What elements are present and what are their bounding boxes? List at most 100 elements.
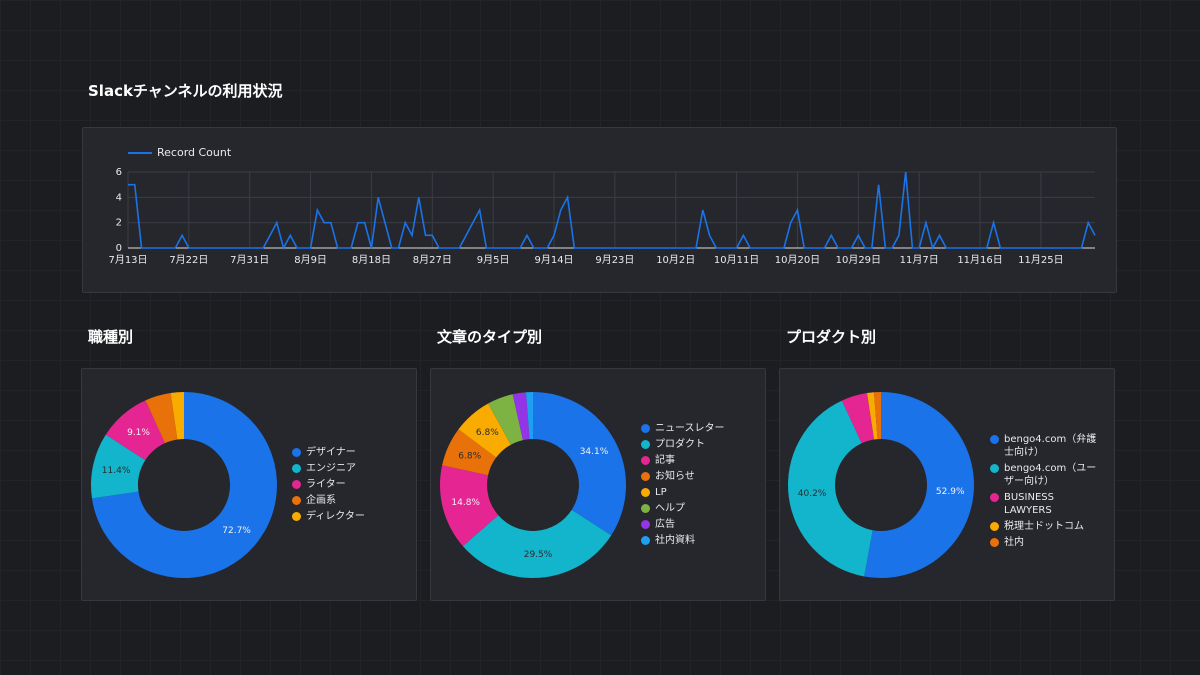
legend: デザイナーエンジニアライター企画系ディレクター bbox=[292, 446, 402, 526]
donut-slice bbox=[105, 400, 165, 461]
legend-label: ニュースレター bbox=[655, 423, 725, 434]
x-tick-label: 8月18日 bbox=[352, 254, 391, 266]
donut-slice bbox=[440, 465, 499, 547]
legend-label: 広告 bbox=[655, 519, 675, 530]
legend-item: エンジニア bbox=[292, 462, 402, 475]
data-label: 6.8% bbox=[458, 452, 481, 462]
legend-item: プロダクト bbox=[641, 438, 751, 451]
legend-item: 企画系 bbox=[292, 494, 402, 507]
donut-slice bbox=[442, 429, 497, 476]
legend-swatch bbox=[641, 520, 650, 529]
data-label: 14.8% bbox=[451, 498, 480, 508]
legend-item: お知らせ bbox=[641, 470, 751, 483]
legend-label: 社内資料 bbox=[655, 535, 695, 546]
legend-item: 社内 bbox=[990, 536, 1098, 549]
legend-item: ヘルプ bbox=[641, 502, 751, 515]
legend: ニュースレタープロダクト記事お知らせ LP ヘルプ広告社内資料 bbox=[641, 422, 751, 550]
chart-title: プロダクト別 bbox=[786, 328, 877, 346]
data-label: 34.1% bbox=[580, 447, 609, 457]
legend-swatch bbox=[641, 424, 650, 433]
data-label: 9.1% bbox=[127, 428, 150, 438]
legend-label: エンジニア bbox=[306, 463, 356, 474]
donut-slice bbox=[91, 392, 277, 578]
legend-label: 企画系 bbox=[306, 495, 336, 506]
data-label: 52.9% bbox=[936, 487, 965, 497]
legend-item: BUSINESS LAWYERS bbox=[990, 491, 1098, 517]
legend-label: Record Count bbox=[157, 146, 232, 159]
y-tick-label: 0 bbox=[116, 243, 122, 254]
chart-title: 職種別 bbox=[88, 328, 134, 346]
line-panel bbox=[82, 127, 1117, 293]
legend-swatch bbox=[641, 488, 650, 497]
donut-slice bbox=[525, 392, 533, 440]
y-tick-label: 4 bbox=[116, 192, 122, 203]
legend-label: 税理士ドットコム bbox=[1004, 521, 1084, 532]
data-label: 29.5% bbox=[524, 550, 553, 560]
data-label: 6.8% bbox=[476, 428, 499, 438]
donut-slice bbox=[462, 509, 612, 579]
x-tick-label: 11月7日 bbox=[900, 254, 939, 266]
x-tick-label: 10月2日 bbox=[656, 254, 695, 266]
data-label: 72.7% bbox=[222, 526, 251, 536]
legend-swatch bbox=[641, 456, 650, 465]
x-tick-label: 9月14日 bbox=[534, 254, 573, 266]
donut-slice bbox=[787, 400, 873, 577]
legend-label: bengo4.com（ユーザー向け） bbox=[1004, 463, 1097, 487]
donut-slice bbox=[170, 392, 184, 440]
x-tick-label: 8月9日 bbox=[294, 254, 327, 266]
legend-item: bengo4.com（ユーザー向け） bbox=[990, 462, 1098, 488]
data-label: 11.4% bbox=[102, 466, 131, 476]
legend-label: LP bbox=[655, 487, 667, 498]
legend-swatch bbox=[641, 472, 650, 481]
x-tick-label: 9月5日 bbox=[477, 254, 510, 266]
legend-swatch bbox=[990, 493, 999, 502]
legend-label: ディレクター bbox=[306, 511, 365, 522]
x-tick-label: 8月27日 bbox=[413, 254, 452, 266]
donut-slice bbox=[488, 394, 523, 445]
x-tick-label: 11月16日 bbox=[957, 254, 1002, 266]
x-tick-label: 7月13日 bbox=[108, 254, 147, 266]
page-title: Slackチャンネルの利用状況 bbox=[88, 82, 283, 100]
x-tick-label: 10月11日 bbox=[714, 254, 759, 266]
legend-swatch bbox=[641, 440, 650, 449]
legend-item: LP bbox=[641, 486, 751, 499]
legend-label: ライター bbox=[306, 479, 346, 490]
legend-label: BUSINESS LAWYERS bbox=[1004, 492, 1054, 516]
donut-slice bbox=[864, 392, 974, 578]
donut-slice bbox=[867, 392, 878, 440]
legend-label: 記事 bbox=[655, 455, 675, 466]
legend-item: ライター bbox=[292, 478, 402, 491]
y-tick-label: 6 bbox=[116, 167, 122, 178]
y-tick-label: 2 bbox=[116, 218, 122, 229]
donut-slice bbox=[512, 392, 530, 441]
legend-item: ディレクター bbox=[292, 510, 402, 523]
x-tick-label: 9月23日 bbox=[595, 254, 634, 266]
legend-label: ヘルプ bbox=[655, 503, 685, 514]
legend-swatch bbox=[641, 536, 650, 545]
legend-item: ニュースレター bbox=[641, 422, 751, 435]
x-tick-label: 11月25日 bbox=[1018, 254, 1063, 266]
x-tick-label: 10月20日 bbox=[775, 254, 820, 266]
chart-title: 文章のタイプ別 bbox=[437, 328, 543, 346]
donut-slice bbox=[145, 392, 178, 444]
legend-swatch bbox=[292, 448, 301, 457]
legend-swatch bbox=[990, 435, 999, 444]
x-tick-label: 7月31日 bbox=[230, 254, 269, 266]
legend-swatch bbox=[292, 480, 301, 489]
legend-item: 広告 bbox=[641, 518, 751, 531]
legend-item: 社内資料 bbox=[641, 534, 751, 547]
donut-slice bbox=[458, 403, 511, 458]
donut-slice bbox=[873, 392, 881, 440]
legend-label: お知らせ bbox=[655, 471, 695, 482]
legend-label: 社内 bbox=[1004, 537, 1024, 548]
donut-slice bbox=[533, 392, 626, 536]
x-tick-label: 10月29日 bbox=[836, 254, 881, 266]
donut-slice bbox=[841, 393, 875, 444]
legend-swatch bbox=[990, 538, 999, 547]
legend-swatch bbox=[990, 464, 999, 473]
data-label: 40.2% bbox=[798, 489, 827, 499]
legend-item: デザイナー bbox=[292, 446, 402, 459]
legend-item: bengo4.com（弁護士向け） bbox=[990, 433, 1098, 459]
